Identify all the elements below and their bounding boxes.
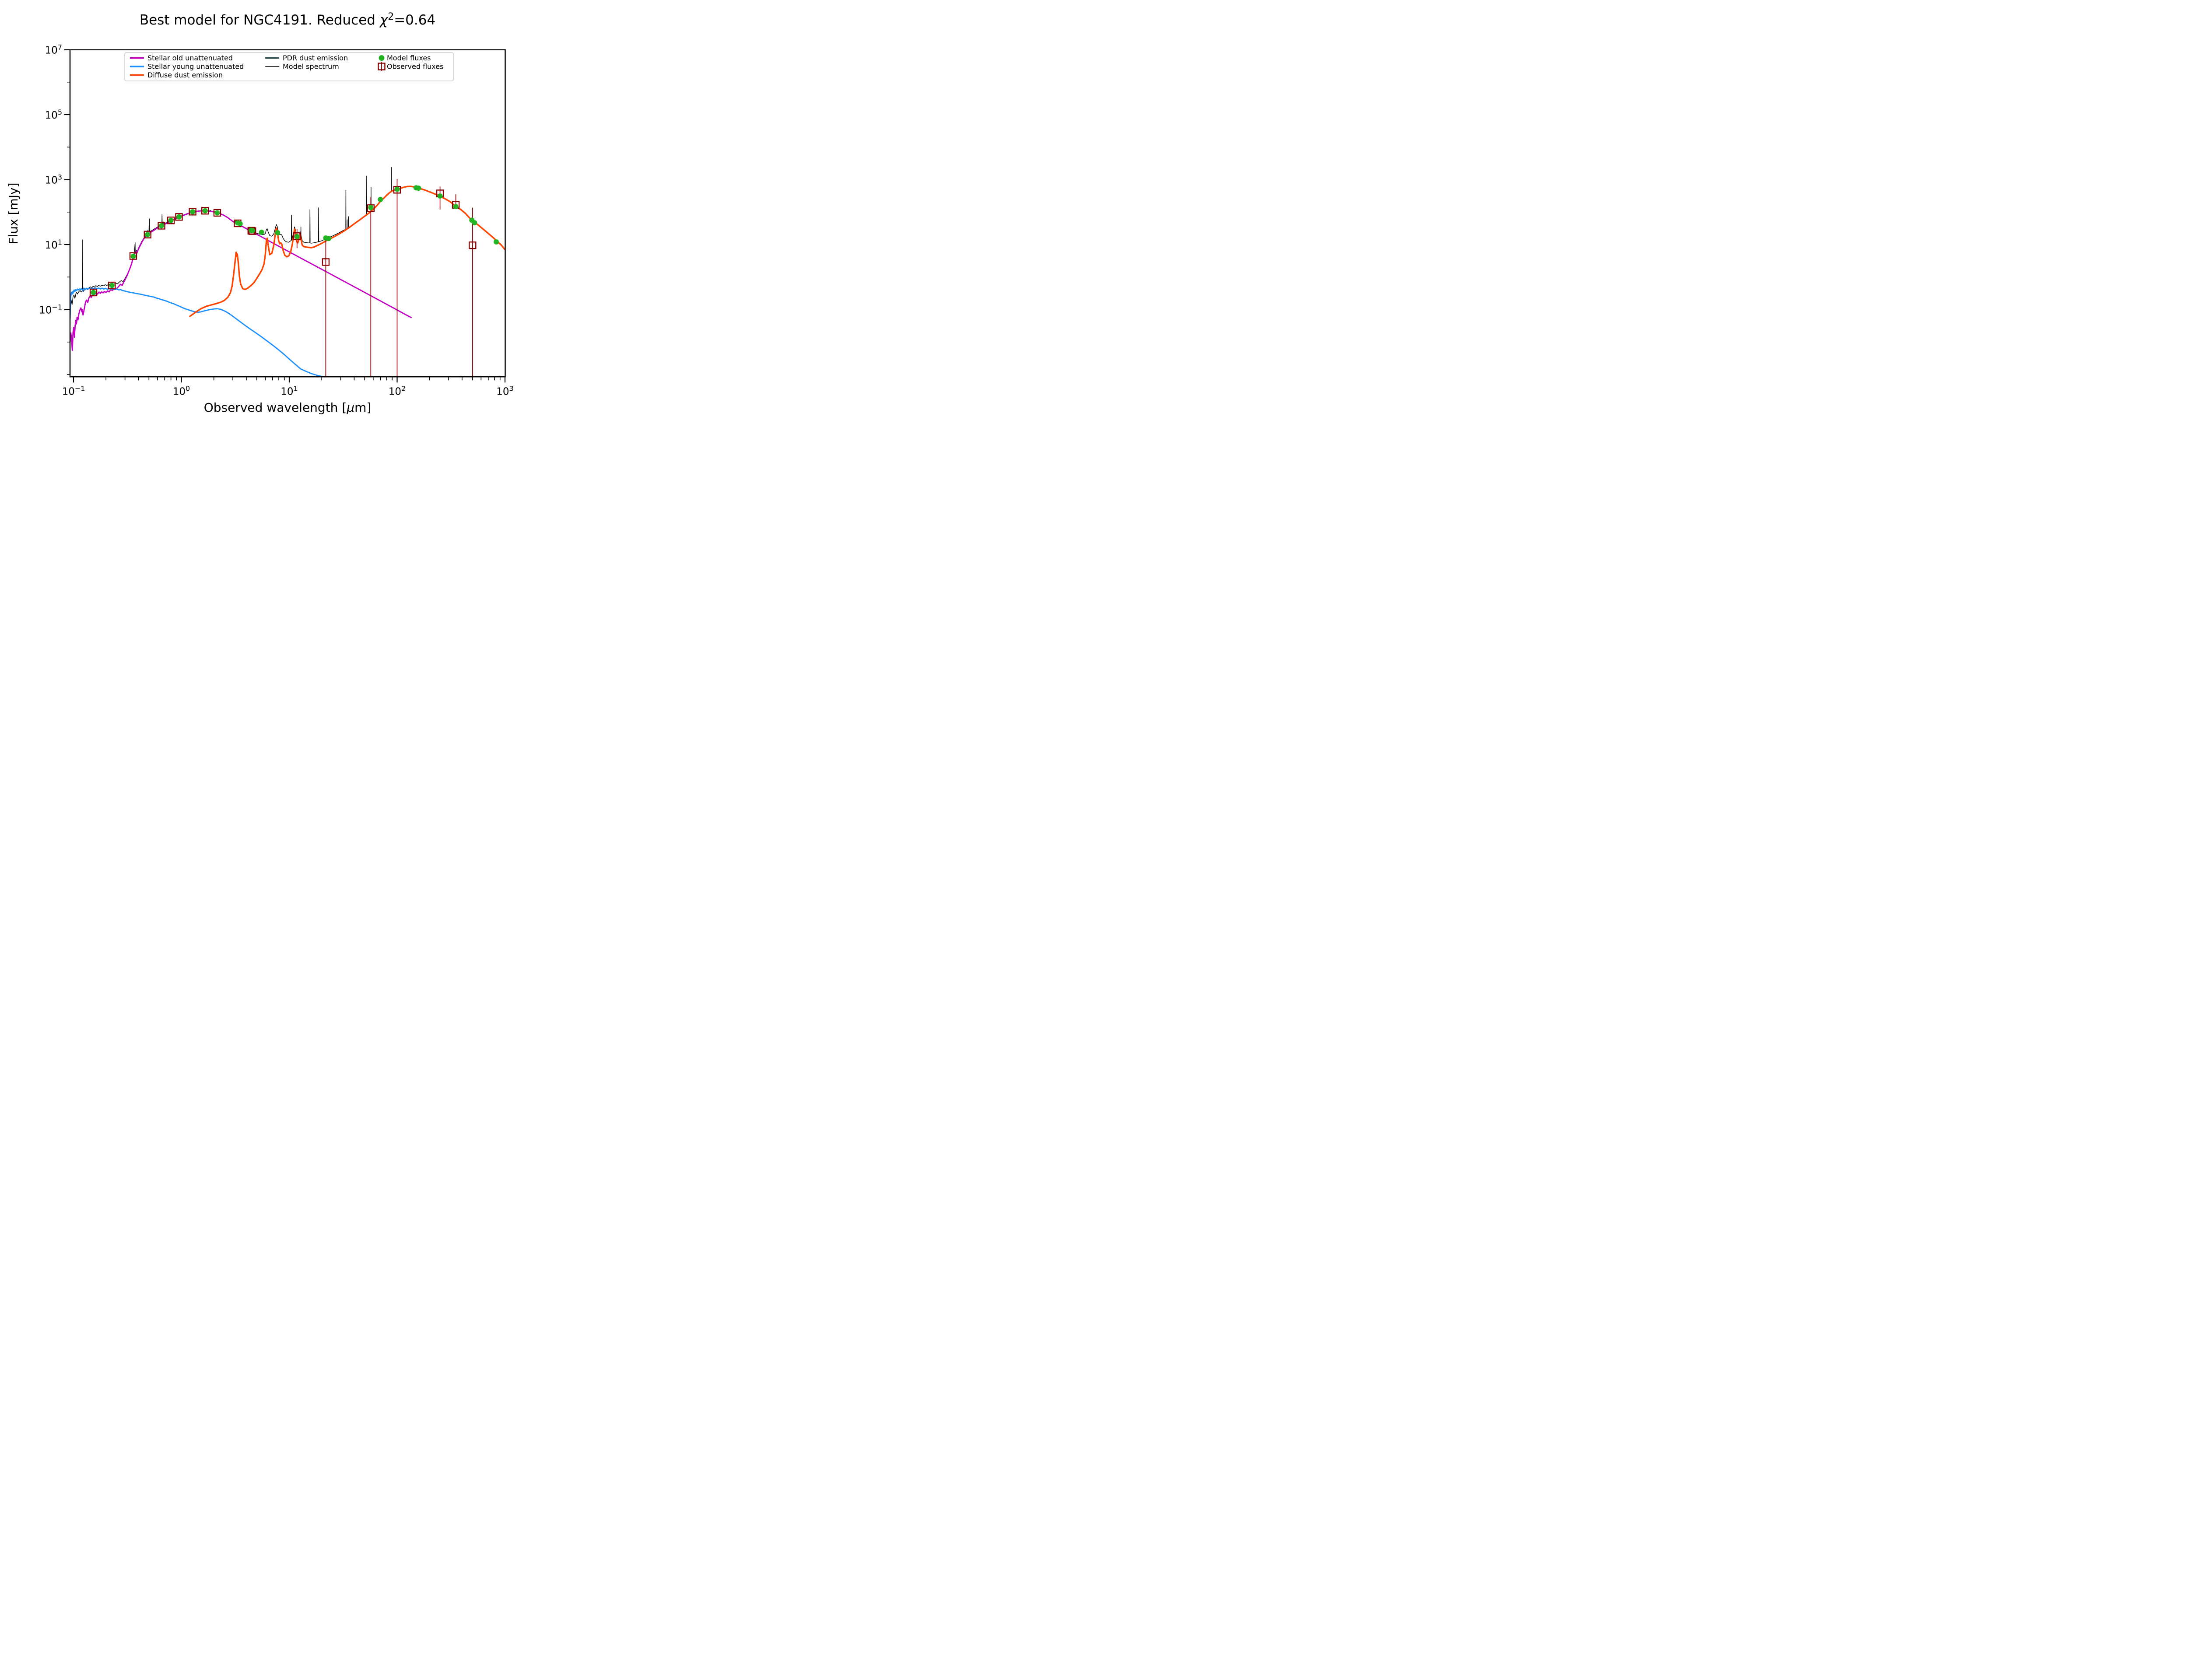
y-tick-label: 101 — [45, 238, 62, 251]
chart-title: Best model for NGC4191. Reduced χ2=0.64 — [140, 11, 435, 28]
model-flux-point — [416, 186, 421, 191]
axis-ticks: 10−1 100 101 102 103 10−1 101 103 105 107 — [39, 43, 514, 398]
model-flux-markers — [91, 185, 499, 295]
model-flux-point — [368, 205, 374, 210]
observed-flux-square — [367, 204, 375, 212]
model-flux-point — [453, 204, 459, 210]
model-flux-point — [176, 214, 182, 220]
legend-label-stellar-young-unattenuated: Stellar young unattenuated — [147, 63, 244, 71]
legend-label-diffuse-dust-emission: Diffuse dust emission — [147, 71, 223, 79]
observed-flux-square — [293, 232, 301, 240]
plot-frame — [69, 49, 506, 378]
legend-label-pdr-dust-emission: PDR dust emission — [283, 54, 348, 62]
observed-flux-square — [108, 281, 116, 290]
y-tick-label: 103 — [45, 173, 62, 186]
model-flux-point — [190, 209, 196, 215]
legend-label-model-spectrum: Model spectrum — [283, 63, 339, 71]
y-axis-label: Flux [mJy] — [6, 182, 21, 244]
observed-flux-square — [322, 258, 330, 266]
model-flux-point — [237, 221, 243, 227]
observed-flux-markers — [89, 186, 477, 297]
model-flux-point — [494, 239, 499, 245]
model-flux-point — [168, 217, 174, 223]
model-flux-point — [326, 236, 332, 242]
model-flux-point — [472, 220, 477, 226]
model-flux-point — [249, 228, 255, 233]
model-flux-point — [202, 208, 208, 214]
legend-marker-model-fluxes-dot — [379, 55, 385, 61]
sed-chart: Best model for NGC4191. Reduced χ2=0.64 … — [6, 11, 514, 415]
observed-flux-square — [469, 241, 477, 249]
observed-error-bars — [93, 178, 473, 377]
y-tick-label: 10−1 — [39, 303, 62, 316]
x-tick-label: 103 — [496, 384, 513, 397]
model-flux-point — [437, 193, 443, 199]
model-flux-point — [259, 229, 264, 235]
observed-flux-square — [167, 217, 175, 224]
x-tick-label: 100 — [173, 384, 190, 397]
figure-page: Best model for NGC4191. Reduced χ2=0.64 … — [0, 0, 560, 420]
x-tick-label: 102 — [389, 384, 406, 397]
observed-flux-square — [144, 231, 151, 238]
x-tick-label: 10−1 — [62, 384, 85, 397]
x-tick-label: 101 — [281, 384, 298, 397]
legend-label-observed-fluxes: Observed fluxes — [387, 63, 443, 71]
series-stellar-old — [70, 210, 412, 351]
y-tick-label: 107 — [45, 43, 62, 56]
observed-flux-square — [175, 213, 183, 221]
model-flux-point — [109, 283, 115, 288]
plot-area: 10−1 100 101 102 103 10−1 101 103 105 107 — [39, 43, 514, 398]
observed-flux-square — [201, 206, 209, 215]
legend-frame — [124, 52, 454, 81]
model-flux-point — [214, 210, 220, 216]
y-tick-label: 105 — [45, 108, 62, 121]
observed-flux-square — [213, 209, 221, 217]
model-flux-point — [275, 230, 281, 235]
model-flux-point — [378, 196, 383, 202]
legend-label-stellar-old-unattenuated: Stellar old unattenuated — [147, 54, 233, 62]
model-flux-point — [294, 234, 300, 239]
model-flux-point — [91, 290, 96, 295]
model-flux-point — [145, 232, 151, 238]
model-flux-point — [130, 253, 136, 259]
x-axis-label: Observed wavelength [μm] — [204, 400, 372, 415]
model-flux-point — [394, 186, 400, 192]
observed-flux-square — [189, 208, 196, 216]
series-stellar-young — [70, 287, 326, 377]
observed-flux-square — [129, 252, 137, 260]
observed-flux-square — [158, 222, 165, 230]
model-flux-point — [159, 223, 164, 228]
legend-label-model-fluxes: Model fluxes — [387, 54, 431, 62]
observed-flux-square — [89, 288, 98, 297]
observed-flux-square — [393, 186, 401, 194]
